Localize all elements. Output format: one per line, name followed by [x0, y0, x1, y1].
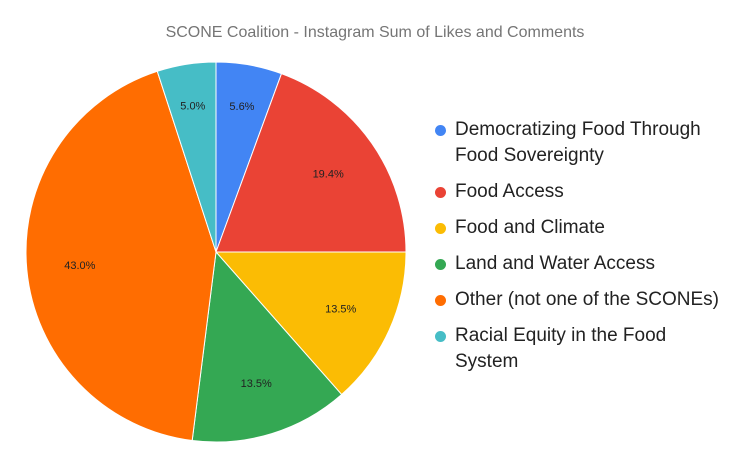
legend-item: Food and Climate: [433, 215, 733, 241]
legend-item: Food Access: [433, 179, 733, 205]
slice-label: 13.5%: [241, 378, 272, 390]
legend-label: Other (not one of the SCONEs): [455, 289, 720, 310]
legend-item: Democratizing Food Through Food Sovereig…: [433, 117, 733, 169]
legend-color-icon: [435, 331, 446, 342]
slice-label: 5.6%: [229, 101, 254, 113]
legend-color-icon: [435, 187, 446, 198]
slice-label: 43.0%: [64, 260, 95, 272]
pie-slice: [25, 70, 217, 442]
legend-color-icon: [435, 295, 446, 306]
legend-color-icon: [435, 223, 446, 234]
legend-label: Food and Climate: [455, 217, 605, 238]
legend-label: Land and Water Access: [455, 253, 655, 274]
pie-slice: [214, 251, 407, 396]
slice-label: 13.5%: [325, 303, 356, 315]
legend-item: Other (not one of the SCONEs): [433, 287, 733, 313]
slice-label: 19.4%: [313, 169, 344, 181]
legend-item: Racial Equity in the Food System: [433, 323, 733, 375]
legend-label: Racial Equity in the Food System: [455, 325, 667, 372]
legend-label: Food Access: [455, 181, 564, 202]
legend-item: Land and Water Access: [433, 251, 733, 277]
pie-slice: [156, 61, 217, 253]
legend-label: Democratizing Food Through Food Sovereig…: [455, 119, 701, 166]
legend: Democratizing Food Through Food Sovereig…: [433, 117, 733, 385]
slice-label: 5.0%: [180, 101, 205, 113]
legend-color-icon: [435, 259, 446, 270]
chart-title: SCONE Coalition - Instagram Sum of Likes…: [165, 24, 585, 41]
pie-slice: [215, 72, 407, 253]
legend-color-icon: [435, 125, 446, 136]
pie-slice: [191, 250, 343, 443]
